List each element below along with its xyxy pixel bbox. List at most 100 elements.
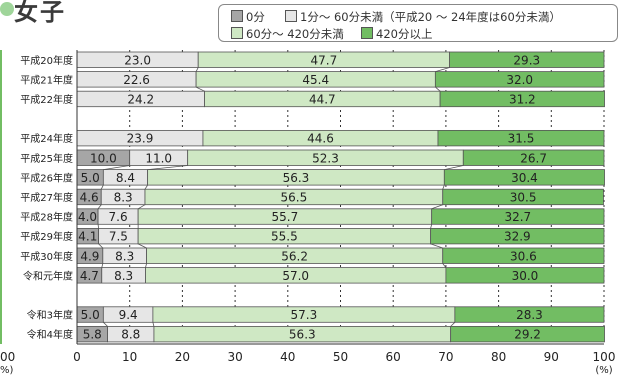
category-label: 平成30年度 <box>20 250 73 263</box>
legend-item-0: 0分 <box>231 9 265 25</box>
bar-segment-s3 <box>462 149 605 166</box>
connector-line <box>444 165 464 170</box>
connector-line <box>103 322 108 327</box>
left-tick-fragment-0: 00 <box>0 350 15 364</box>
legend-label-1: 1分～ 60分未満（平成20 ～ 24年度は60分未満） <box>300 10 561 24</box>
data-label-s3: 28.3 <box>516 308 543 322</box>
category-label: 平成20年度 <box>20 54 73 67</box>
chart-legend: 0分 1分～ 60分未満（平成20 ～ 24年度は60分未満） 60分～ 420… <box>218 4 618 42</box>
data-label-s1: 8.3 <box>114 190 133 204</box>
category-label: 令和元年度 <box>23 269 73 282</box>
x-tick-label-10: 10 <box>122 350 137 364</box>
data-label-s0: 5.0 <box>81 308 100 322</box>
category-label: 平成29年度 <box>20 230 73 243</box>
x-tick-label-70: 70 <box>438 350 453 364</box>
data-label-s2: 45.4 <box>302 73 329 87</box>
data-label-s3: 30.6 <box>510 249 537 263</box>
connector-line <box>97 204 102 210</box>
data-label-s0: 4.1 <box>78 230 97 244</box>
legend-swatch-3 <box>361 27 373 39</box>
legend-item-1: 1分～ 60分未満（平成20 ～ 24年度は60分未満） <box>285 9 561 25</box>
bar-segment-s3 <box>454 306 605 323</box>
x-tick-label-30: 30 <box>227 350 242 364</box>
data-label-s1: 8.3 <box>115 249 134 263</box>
category-label: 平成24年度 <box>20 132 73 145</box>
data-label-s2: 56.3 <box>283 171 310 185</box>
legend-item-3: 420分以上 <box>361 26 432 42</box>
connector-line <box>103 165 130 170</box>
bar-segment-s3 <box>450 325 605 343</box>
bar-segment-s3 <box>445 267 605 284</box>
data-label-s3: 31.5 <box>508 132 535 146</box>
data-label-s3: 29.2 <box>514 328 541 342</box>
data-label-s3: 32.9 <box>504 230 531 244</box>
connector-line <box>100 184 104 190</box>
left-edge-strip <box>0 50 2 344</box>
category-label: 平成22年度 <box>20 93 73 106</box>
data-label-s2: 57.0 <box>282 269 309 283</box>
x-tick-label-50: 50 <box>333 350 348 364</box>
bar-segment-s3 <box>434 71 605 88</box>
x-tick-label-80: 80 <box>491 350 506 364</box>
x-tick-label-20: 20 <box>175 350 190 364</box>
x-tick-label-40: 40 <box>280 350 295 364</box>
legend-swatch-0 <box>231 10 243 22</box>
bar-segment-s3 <box>442 247 605 264</box>
connector-line <box>431 204 443 210</box>
connector-line <box>98 243 104 249</box>
data-label-s2: 56.3 <box>289 328 316 342</box>
data-label-s3: 30.5 <box>510 190 537 204</box>
category-label: 令和4年度 <box>27 328 73 341</box>
legend-label-0: 0分 <box>246 10 265 24</box>
bar-segment-s3 <box>437 129 605 147</box>
data-label-s1: 8.3 <box>114 269 133 283</box>
data-label-s0: 10.0 <box>90 151 117 165</box>
connector-line <box>442 263 447 268</box>
category-label: 平成26年度 <box>20 171 73 184</box>
legend-label-2: 60分～ 420分未満 <box>246 27 344 41</box>
category-label: 令和3年度 <box>27 309 73 322</box>
data-label-s1: 23.0 <box>124 53 151 67</box>
data-label-s1: 22.6 <box>123 73 150 87</box>
x-axis-unit: (%) <box>595 365 612 376</box>
data-label-s2: 56.2 <box>281 249 308 263</box>
x-tick-label-100: 100 <box>593 350 616 364</box>
connector-line <box>137 204 146 210</box>
left-tick-fragment-1: %) <box>0 365 14 376</box>
data-label-s0: 5.8 <box>83 328 102 342</box>
data-label-s3: 30.0 <box>512 269 539 283</box>
data-label-s0: 4.0 <box>78 210 97 224</box>
data-label-s2: 47.7 <box>311 53 338 67</box>
connector-line <box>195 67 199 72</box>
data-label-s3: 32.0 <box>506 73 533 87</box>
title-bullet-icon <box>0 2 14 16</box>
data-label-s3: 31.2 <box>509 92 536 106</box>
category-label: 平成21年度 <box>20 73 73 86</box>
data-label-s2: 55.7 <box>272 210 299 224</box>
connector-line <box>97 224 100 229</box>
legend-swatch-2 <box>231 27 243 39</box>
data-label-s1: 23.9 <box>127 132 154 146</box>
connector-line <box>430 224 433 229</box>
category-label: 平成28年度 <box>20 211 73 224</box>
data-label-s1: 8.4 <box>116 171 135 185</box>
bar-segment-s3 <box>439 90 605 108</box>
connector-line <box>195 86 205 92</box>
legend-swatch-1 <box>285 10 297 22</box>
data-label-s1: 7.5 <box>109 230 128 244</box>
category-label: 平成25年度 <box>20 152 73 165</box>
connector-line <box>137 243 147 249</box>
data-label-s3: 32.7 <box>504 210 531 224</box>
bar-segment-s3 <box>449 51 605 68</box>
data-label-s2: 52.3 <box>312 151 339 165</box>
data-label-s0: 4.9 <box>80 249 99 263</box>
connector-line <box>145 263 147 268</box>
data-label-s3: 29.3 <box>513 53 540 67</box>
connector-line <box>147 165 188 170</box>
data-label-s1: 9.4 <box>119 308 138 322</box>
category-label: 平成27年度 <box>20 191 73 204</box>
data-label-s1: 7.6 <box>109 210 128 224</box>
data-label-s3: 30.4 <box>511 171 538 185</box>
x-tick-label-60: 60 <box>386 350 401 364</box>
x-tick-label-90: 90 <box>544 350 559 364</box>
